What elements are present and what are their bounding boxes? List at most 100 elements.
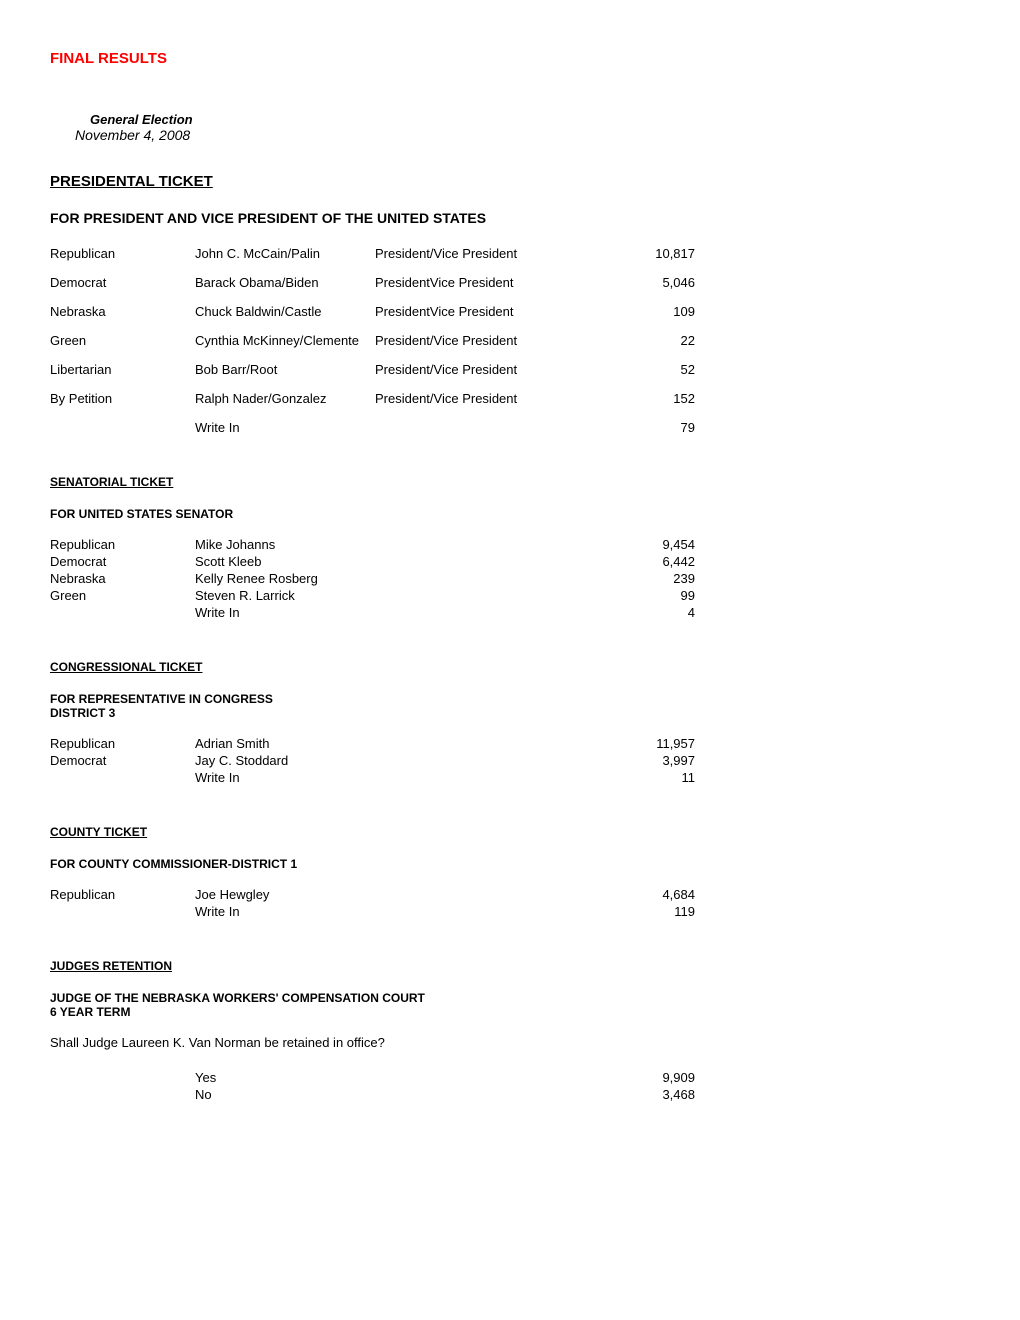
party-cell: Libertarian	[50, 362, 195, 377]
party-cell: Green	[50, 588, 195, 603]
candidate-cell: Bob Barr/Root	[195, 362, 375, 377]
candidate-cell: Steven R. Larrick	[195, 588, 595, 603]
result-row: GreenSteven R. Larrick99	[50, 588, 970, 603]
party-cell: Democrat	[50, 275, 195, 290]
votes-cell: 52	[595, 362, 695, 377]
votes-cell: 109	[595, 304, 695, 319]
votes-cell: 99	[595, 588, 695, 603]
result-row: NebraskaKelly Renee Rosberg239	[50, 571, 970, 586]
judges-question: Shall Judge Laureen K. Van Norman be ret…	[50, 1035, 970, 1050]
presidential-ticket-header: PRESIDENTAL TICKET	[50, 173, 970, 190]
election-type: General Election	[50, 112, 970, 127]
votes-cell: 9,454	[595, 537, 695, 552]
votes-cell: 22	[595, 333, 695, 348]
candidate-cell: No	[195, 1087, 595, 1102]
result-row: RepublicanMike Johanns9,454	[50, 537, 970, 552]
votes-cell: 79	[595, 420, 695, 435]
votes-cell: 5,046	[595, 275, 695, 290]
party-cell: Nebraska	[50, 304, 195, 319]
candidate-cell: Write In	[195, 770, 595, 785]
presidential-results: RepublicanJohn C. McCain/PalinPresident/…	[50, 246, 970, 435]
presidential-race-header: FOR PRESIDENT AND VICE PRESIDENT OF THE …	[50, 210, 970, 226]
candidate-cell: Barack Obama/Biden	[195, 275, 375, 290]
party-cell	[50, 904, 195, 919]
candidate-cell: Cynthia McKinney/Clemente	[195, 333, 375, 348]
result-row: Yes9,909	[50, 1070, 970, 1085]
votes-cell: 3,997	[595, 753, 695, 768]
result-row: LibertarianBob Barr/RootPresident/Vice P…	[50, 362, 970, 377]
judges-ticket-header: JUDGES RETENTION	[50, 959, 970, 973]
party-cell: Republican	[50, 736, 195, 751]
final-results-header: FINAL RESULTS	[50, 50, 970, 67]
candidate-cell: John C. McCain/Palin	[195, 246, 375, 261]
party-cell: Democrat	[50, 554, 195, 569]
congressional-race-header: FOR REPRESENTATIVE IN CONGRESS DISTRICT …	[50, 692, 970, 720]
county-ticket-header: COUNTY TICKET	[50, 825, 970, 839]
result-row: By PetitionRalph Nader/GonzalezPresident…	[50, 391, 970, 406]
result-row: Write In119	[50, 904, 970, 919]
congressional-ticket-header: CONGRESSIONAL TICKET	[50, 660, 970, 674]
result-row: RepublicanJohn C. McCain/PalinPresident/…	[50, 246, 970, 261]
judges-race-header: JUDGE OF THE NEBRASKA WORKERS' COMPENSAT…	[50, 991, 970, 1019]
result-row: DemocratBarack Obama/BidenPresidentVice …	[50, 275, 970, 290]
party-cell: Republican	[50, 887, 195, 902]
result-row: Write In11	[50, 770, 970, 785]
senatorial-ticket-header: SENATORIAL TICKET	[50, 475, 970, 489]
office-cell: PresidentVice President	[375, 304, 595, 319]
votes-cell: 3,468	[595, 1087, 695, 1102]
county-results: RepublicanJoe Hewgley4,684 Write In119	[50, 887, 970, 919]
party-cell: Democrat	[50, 753, 195, 768]
result-row: No3,468	[50, 1087, 970, 1102]
result-row: DemocratJay C. Stoddard3,997	[50, 753, 970, 768]
votes-cell: 6,442	[595, 554, 695, 569]
congressional-race-line2: DISTRICT 3	[50, 706, 115, 720]
office-cell: President/Vice President	[375, 246, 595, 261]
result-row: Write In 79	[50, 420, 970, 435]
judges-race-line2: 6 YEAR TERM	[50, 1005, 130, 1019]
county-race-header: FOR COUNTY COMMISSIONER-DISTRICT 1	[50, 857, 970, 871]
candidate-cell: Mike Johanns	[195, 537, 595, 552]
votes-cell: 239	[595, 571, 695, 586]
votes-cell: 4,684	[595, 887, 695, 902]
judges-results: Yes9,909No3,468	[50, 1070, 970, 1102]
candidate-cell: Adrian Smith	[195, 736, 595, 751]
candidate-cell: Write In	[195, 904, 595, 919]
votes-cell: 4	[595, 605, 695, 620]
candidate-cell: Chuck Baldwin/Castle	[195, 304, 375, 319]
votes-cell: 9,909	[595, 1070, 695, 1085]
party-cell: Republican	[50, 537, 195, 552]
office-cell	[375, 420, 595, 435]
office-cell: President/Vice President	[375, 333, 595, 348]
party-cell: Nebraska	[50, 571, 195, 586]
party-cell: Green	[50, 333, 195, 348]
votes-cell: 11,957	[595, 736, 695, 751]
candidate-cell: Scott Kleeb	[195, 554, 595, 569]
congressional-race-line1: FOR REPRESENTATIVE IN CONGRESS	[50, 692, 273, 706]
election-date: November 4, 2008	[50, 127, 970, 143]
result-row: NebraskaChuck Baldwin/CastlePresidentVic…	[50, 304, 970, 319]
votes-cell: 10,817	[595, 246, 695, 261]
candidate-cell: Yes	[195, 1070, 595, 1085]
office-cell: President/Vice President	[375, 391, 595, 406]
candidate-cell: Write In	[195, 420, 375, 435]
senatorial-results: RepublicanMike Johanns9,454 DemocratScott…	[50, 537, 970, 620]
votes-cell: 152	[595, 391, 695, 406]
candidate-cell: Joe Hewgley	[195, 887, 595, 902]
senatorial-race-header: FOR UNITED STATES SENATOR	[50, 507, 970, 521]
office-cell: President/Vice President	[375, 362, 595, 377]
party-cell: Republican	[50, 246, 195, 261]
candidate-cell: Kelly Renee Rosberg	[195, 571, 595, 586]
candidate-cell: Ralph Nader/Gonzalez	[195, 391, 375, 406]
party-cell	[50, 1087, 195, 1102]
party-cell: By Petition	[50, 391, 195, 406]
result-row: DemocratScott Kleeb6,442	[50, 554, 970, 569]
congressional-results: RepublicanAdrian Smith11,957 DemocratJay …	[50, 736, 970, 785]
office-cell: PresidentVice President	[375, 275, 595, 290]
result-row: GreenCynthia McKinney/ClementePresident/…	[50, 333, 970, 348]
party-cell	[50, 770, 195, 785]
candidate-cell: Jay C. Stoddard	[195, 753, 595, 768]
party-cell	[50, 605, 195, 620]
judges-race-line1: JUDGE OF THE NEBRASKA WORKERS' COMPENSAT…	[50, 991, 425, 1005]
votes-cell: 11	[595, 770, 695, 785]
party-cell	[50, 420, 195, 435]
